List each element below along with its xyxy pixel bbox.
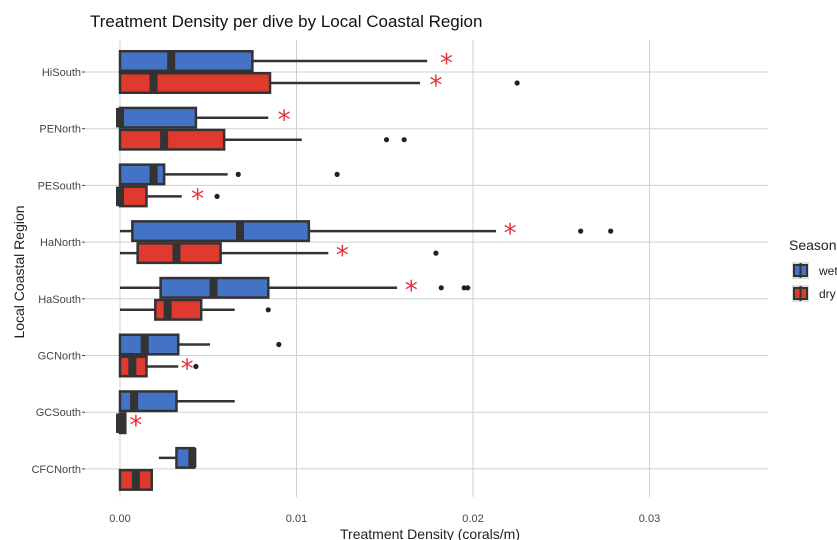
outlier-point bbox=[438, 285, 444, 291]
box-dry-CFCNorth bbox=[118, 468, 154, 491]
median-line bbox=[128, 356, 137, 377]
median-line bbox=[149, 164, 158, 185]
significance-star: * bbox=[429, 71, 442, 101]
median-line bbox=[163, 300, 172, 320]
box-iqr bbox=[118, 72, 272, 94]
box-wet-HiSouth: * bbox=[118, 49, 453, 79]
box-dry-GCNorth: * bbox=[118, 355, 199, 385]
legend: Season wet dry bbox=[789, 237, 837, 302]
significance-star: * bbox=[181, 355, 194, 385]
median-line bbox=[140, 334, 149, 355]
x-tick-label: 0.03 bbox=[639, 513, 660, 525]
median-line bbox=[131, 470, 140, 490]
outlier-point bbox=[608, 228, 614, 234]
outlier-point bbox=[276, 341, 282, 348]
box-iqr bbox=[131, 220, 311, 243]
box-dry-HaNorth: * bbox=[120, 241, 439, 271]
median-line bbox=[116, 107, 124, 128]
y-tick-label: PENorth bbox=[39, 124, 81, 136]
significance-star: * bbox=[336, 241, 349, 271]
outlier-point bbox=[235, 171, 241, 177]
box-wet-PENorth: * bbox=[116, 106, 291, 136]
box-wet-GCSouth bbox=[118, 390, 235, 413]
y-tick-label: PESouth bbox=[38, 180, 81, 192]
outlier-point bbox=[465, 285, 471, 291]
median-line bbox=[116, 186, 124, 207]
y-tick-label: GCSouth bbox=[36, 407, 81, 419]
median-line bbox=[116, 413, 124, 433]
outlier-point bbox=[401, 137, 407, 143]
outlier-point bbox=[265, 307, 271, 313]
box-iqr bbox=[118, 390, 178, 413]
median-line bbox=[149, 73, 158, 93]
box-dry-HiSouth: * bbox=[118, 71, 520, 101]
x-tick-label: 0.00 bbox=[109, 513, 130, 525]
outlier-point bbox=[193, 363, 199, 370]
median-line bbox=[130, 391, 139, 411]
outlier-point bbox=[578, 228, 584, 234]
y-tick-label: CFCNorth bbox=[31, 464, 81, 476]
median-line bbox=[167, 51, 176, 71]
x-axis-label: Treatment Density (corals/m) bbox=[340, 526, 520, 540]
box-iqr bbox=[118, 128, 226, 151]
y-tick-label: HaNorth bbox=[40, 237, 81, 249]
median-line bbox=[172, 243, 181, 263]
box-wet-CFCNorth bbox=[158, 446, 197, 469]
box-iqr bbox=[118, 106, 198, 129]
y-tick-labels: HiSouth PENorth PESouth HaNorth HaSouth GCNor… bbox=[31, 67, 85, 476]
y-axis-label: Local Coastal Region bbox=[11, 205, 27, 338]
box-dry-HaSouth bbox=[120, 298, 271, 321]
significance-star: * bbox=[504, 219, 517, 249]
box-dry-GCSouth: * bbox=[116, 411, 142, 441]
outlier-point bbox=[334, 171, 340, 177]
box-iqr bbox=[154, 298, 203, 321]
x-tick-labels: 0.00 0.01 0.02 0.03 bbox=[109, 513, 660, 525]
median-line bbox=[188, 448, 197, 468]
significance-star: * bbox=[278, 106, 291, 136]
outlier-point bbox=[383, 137, 390, 143]
box-wet-GCNorth bbox=[118, 333, 282, 356]
outlier-point bbox=[514, 80, 520, 86]
median-line bbox=[209, 278, 218, 298]
outlier-point bbox=[214, 193, 220, 199]
y-tick-label: HiSouth bbox=[42, 67, 81, 79]
plot-area: ********* bbox=[116, 49, 614, 491]
box-iqr bbox=[118, 50, 254, 72]
outlier-point bbox=[433, 250, 439, 256]
significance-star: * bbox=[405, 276, 418, 306]
significance-star: * bbox=[440, 49, 453, 79]
y-tick-label: GCNorth bbox=[38, 351, 81, 363]
box-dry-PESouth: * bbox=[116, 184, 220, 214]
box-dry-PENorth bbox=[118, 128, 407, 151]
y-tick-label: HaSouth bbox=[38, 294, 81, 306]
box-iqr bbox=[118, 333, 180, 356]
box-wet-HaSouth: * bbox=[120, 276, 471, 306]
x-tick-label: 0.01 bbox=[286, 513, 307, 525]
median-line bbox=[236, 221, 245, 241]
box-wet-PESouth bbox=[118, 163, 340, 186]
median-line bbox=[160, 129, 169, 150]
box-wet-HaNorth: * bbox=[120, 219, 614, 249]
chart-title: Treatment Density per dive by Local Coas… bbox=[90, 12, 482, 31]
legend-label-wet: wet bbox=[818, 264, 837, 278]
significance-star: * bbox=[191, 184, 204, 214]
x-tick-label: 0.02 bbox=[462, 513, 483, 525]
legend-label-dry: dry bbox=[819, 287, 836, 301]
legend-title: Season bbox=[789, 237, 836, 253]
significance-star: * bbox=[129, 411, 142, 441]
